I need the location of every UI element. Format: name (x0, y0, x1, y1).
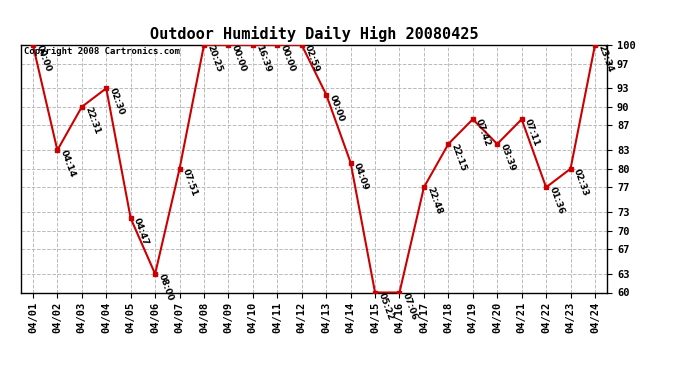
Text: 00:00: 00:00 (279, 44, 297, 73)
Title: Outdoor Humidity Daily High 20080425: Outdoor Humidity Daily High 20080425 (150, 27, 478, 42)
Text: 22:48: 22:48 (425, 186, 444, 216)
Text: Copyright 2008 Cartronics.com: Copyright 2008 Cartronics.com (23, 48, 179, 57)
Text: 22:15: 22:15 (450, 142, 468, 172)
Text: 07:11: 07:11 (523, 118, 542, 148)
Text: 05:22: 05:22 (377, 291, 395, 321)
Text: 00:00: 00:00 (328, 93, 346, 123)
Text: 16:39: 16:39 (254, 44, 273, 74)
Text: 00:00: 00:00 (34, 44, 52, 73)
Text: 04:47: 04:47 (132, 217, 150, 247)
Text: 23:34: 23:34 (596, 44, 615, 74)
Text: 04:14: 04:14 (59, 149, 77, 179)
Text: 07:51: 07:51 (181, 167, 199, 197)
Text: 04:09: 04:09 (352, 161, 371, 191)
Text: 08:00: 08:00 (157, 273, 175, 302)
Text: 07:06: 07:06 (401, 291, 419, 321)
Text: 01:36: 01:36 (547, 186, 566, 216)
Text: 00:00: 00:00 (230, 44, 248, 73)
Text: 02:30: 02:30 (108, 87, 126, 117)
Text: 03:39: 03:39 (499, 142, 517, 172)
Text: 02:59: 02:59 (303, 44, 322, 74)
Text: 22:31: 22:31 (83, 105, 101, 135)
Text: 07:42: 07:42 (474, 118, 493, 148)
Text: 20:25: 20:25 (206, 44, 224, 74)
Text: 02:33: 02:33 (572, 167, 590, 197)
